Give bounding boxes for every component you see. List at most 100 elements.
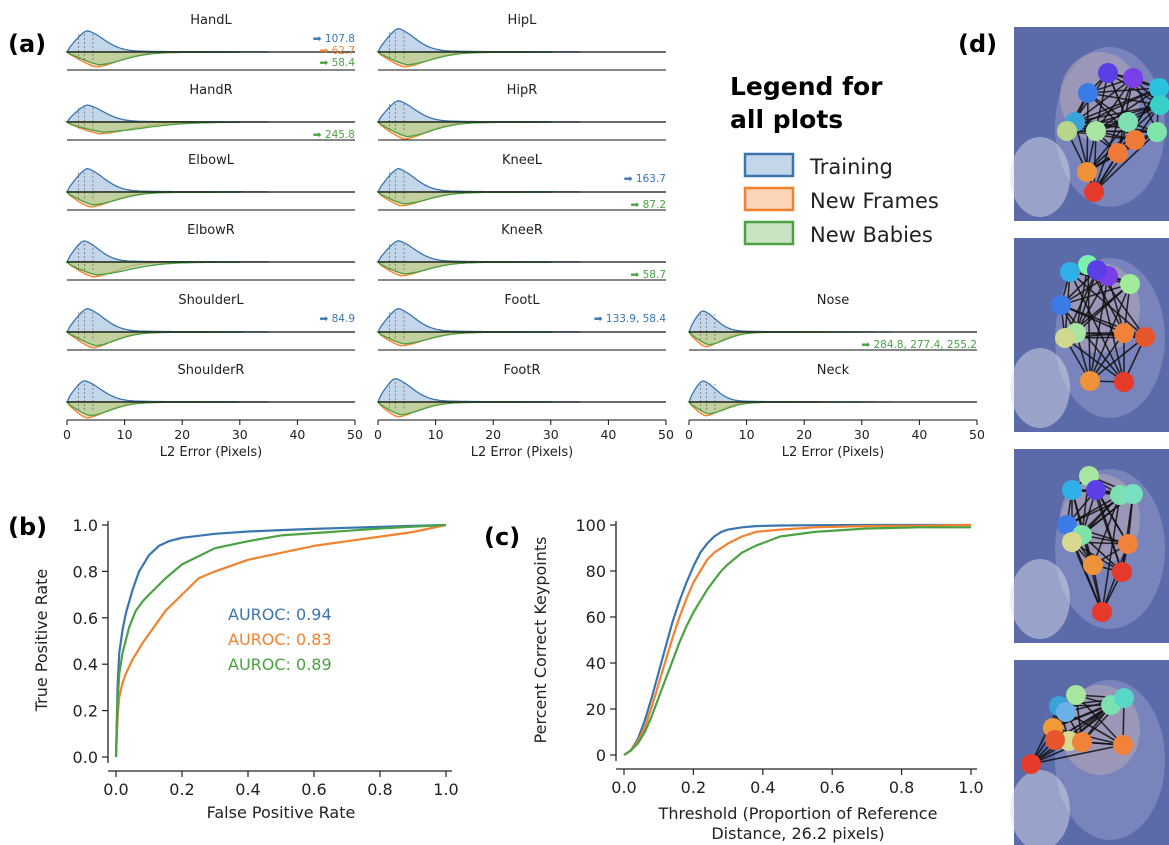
legend-label-new-frames: New Frames [810,189,939,213]
skeleton-edge [1089,275,1109,382]
panel-c-xlabel-line1: Threshold (Proportion of Reference [658,804,938,823]
subplot-title: HandL [190,13,232,28]
training-distribution [65,307,270,333]
series-line-new-babies [623,526,971,756]
x-tick-label: 50 [658,427,674,442]
legend-swatch-training [743,152,795,178]
skeleton-edge [1087,264,1091,382]
skeleton-edge [1075,269,1098,334]
series-line-new-babies [114,523,447,758]
x-tick-label: 0.2 [681,778,706,797]
keypoint-marker [1113,735,1133,755]
skeleton-edge [1075,332,1146,338]
photo-cloth [1010,137,1070,217]
legend-title-line2: all plots [730,105,843,134]
x-tick-label: 0.0 [611,778,636,797]
tail-annotation: ➡ 163.7 [624,173,666,185]
panel-label-d: (d) [958,30,997,58]
x-tick-label: 0 [63,427,71,442]
panel-b-ylabel: True Positive Rate [32,569,51,713]
x-tick-label: 10 [739,427,755,442]
auroc-training: AUROC: 0.94 [228,605,332,624]
subplot-title: ElbowL [188,153,235,168]
x-tick-label: 10 [428,427,444,442]
skeleton-edge [1074,104,1161,123]
panel-label-b: (b) [8,513,47,541]
y-tick-label: 0.8 [73,562,98,581]
skeleton-edge [1093,139,1136,193]
series-line-new-frames [114,523,447,758]
example-image-4 [1010,660,1169,845]
panel-a-error-distributions: HandL ➡ 107.8➡ 62.7➡ 58.4 HandR ➡ 245.8 Elbo… [63,13,985,460]
panel-label-c: (c) [484,523,520,551]
skeleton-edge [1092,494,1121,566]
tail-annotation: ➡ 284.8, 277.4, 255.2 [861,339,977,351]
keypoint-marker [1149,78,1169,98]
keypoint-marker [1147,122,1167,142]
subplot-title: ShoulderL [178,293,244,308]
keypoint-marker [1120,274,1140,294]
legend-title-line1: Legend for [730,72,883,101]
legend: Legend for all plots Training New Frames… [730,72,939,247]
subplot-title: ShoulderR [178,363,245,378]
subplot-title: FootL [504,293,540,308]
x-tick-label: 50 [347,427,363,442]
subplot-title: ElbowR [187,223,235,238]
skeleton-edge [1095,489,1123,573]
x-tick-label: 0.4 [235,780,260,799]
skeleton-edge [1087,87,1160,94]
skeleton-edge [1096,269,1125,383]
new-babies-distribution [64,121,241,133]
skeleton-edge [1086,121,1129,173]
x-tick-label: 20 [485,427,501,442]
keypoint-marker [1084,182,1104,202]
skeleton-edge [1030,744,1124,765]
skeleton-edge [1121,493,1134,573]
keypoint-marker [1086,121,1106,141]
new-babies-distribution [376,261,552,275]
skeleton-edge [1030,705,1060,765]
keypoint-marker [1114,372,1134,392]
x-tick-label: 0.2 [169,780,194,799]
tail-annotation: ➡ 84.9 [319,313,355,325]
keypoint-marker [1112,562,1132,582]
subplot-footl: FootL ➡ 133.9, 58.4 [376,293,666,351]
subplot-kneer: KneeR ➡ 58.7 [376,223,666,281]
x-tick-label: 0 [685,427,693,442]
subplot-elbowl: ElbowL [65,153,355,211]
keypoint-marker [1108,143,1128,163]
skeleton-edge [1064,337,1125,383]
subplot-title: Nose [817,293,849,308]
keypoint-marker [1066,685,1086,705]
keypoint-marker [1135,327,1155,347]
keypoint-marker [1114,323,1134,343]
panel-label-a: (a) [8,30,46,58]
x-tick-label: 20 [796,427,812,442]
panel-c-xlabel-line2: Distance, 26.2 pixels) [711,824,884,843]
panel-d-example-images [1010,27,1169,845]
legend-swatch-new-babies [743,220,795,246]
skeleton-edge [1069,271,1125,383]
keypoint-marker [1072,732,1092,752]
subplot-title: HipR [507,83,538,98]
skeleton-edge [1089,336,1146,382]
keypoint-marker [1125,130,1145,150]
training-distribution [376,100,581,123]
x-axis-label: L2 Error (Pixels) [471,445,573,460]
subplot-title: KneeR [501,223,543,238]
keypoint-marker [1057,121,1077,141]
subplot-shoulderr: ShoulderR 0 10 20 30 40 50 L2 Error (Pixels) [63,363,363,460]
subplot-neck: Neck 0 10 20 30 40 50 L2 Error (Pixels) [685,363,985,460]
y-tick-label: 80 [586,562,606,581]
keypoint-marker [1056,702,1076,722]
series-line-training [114,523,447,758]
legend-label-training: Training [809,155,893,179]
keypoint-marker [1118,534,1138,554]
skeleton-edge [1060,283,1131,306]
photo-cloth [1010,770,1070,845]
keypoint-marker [1062,480,1082,500]
x-tick-label: 0 [374,427,382,442]
y-tick-label: 60 [586,608,606,627]
example-image-2 [1010,238,1169,432]
